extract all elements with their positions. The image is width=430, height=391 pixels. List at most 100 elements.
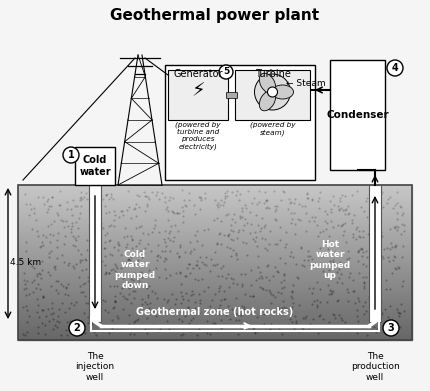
Bar bbox=[18, 253, 412, 255]
Text: (powered by
turbine and
produces
electricity): (powered by turbine and produces electri… bbox=[175, 122, 221, 150]
Bar bbox=[18, 185, 412, 340]
Bar bbox=[18, 290, 412, 292]
Bar bbox=[18, 294, 412, 296]
Bar bbox=[18, 204, 412, 206]
Bar bbox=[18, 326, 412, 328]
Bar bbox=[18, 256, 412, 258]
Bar bbox=[18, 237, 412, 239]
Bar bbox=[18, 210, 412, 212]
Bar bbox=[18, 311, 412, 313]
Circle shape bbox=[219, 65, 233, 79]
Bar bbox=[18, 230, 412, 231]
Text: Condenser: Condenser bbox=[326, 110, 389, 120]
Bar bbox=[18, 224, 412, 226]
Bar bbox=[18, 321, 412, 323]
Text: ⚡: ⚡ bbox=[191, 81, 205, 100]
Bar bbox=[18, 338, 412, 340]
Bar bbox=[235, 70, 310, 120]
Bar bbox=[168, 70, 228, 120]
Bar bbox=[18, 328, 412, 330]
Bar bbox=[18, 258, 412, 260]
Bar bbox=[18, 233, 412, 235]
Bar bbox=[89, 185, 101, 322]
Circle shape bbox=[69, 320, 85, 336]
Bar bbox=[18, 264, 412, 266]
Bar bbox=[18, 195, 412, 197]
Bar bbox=[18, 218, 412, 220]
Text: 5: 5 bbox=[223, 68, 229, 77]
Bar bbox=[18, 317, 412, 319]
Circle shape bbox=[387, 60, 403, 76]
Bar bbox=[75, 147, 115, 185]
Bar bbox=[18, 305, 412, 307]
Bar bbox=[18, 319, 412, 321]
Bar bbox=[18, 280, 412, 282]
Bar bbox=[18, 191, 412, 193]
Bar bbox=[18, 235, 412, 237]
Bar bbox=[18, 222, 412, 224]
Bar bbox=[18, 334, 412, 336]
Ellipse shape bbox=[259, 73, 276, 93]
Text: Cold
water: Cold water bbox=[79, 155, 111, 177]
Bar bbox=[18, 298, 412, 300]
Bar bbox=[18, 284, 412, 286]
Text: Hot
water
pumped
up: Hot water pumped up bbox=[310, 240, 350, 280]
Bar bbox=[18, 288, 412, 290]
Bar bbox=[18, 332, 412, 334]
Bar bbox=[165, 65, 315, 180]
Bar bbox=[18, 208, 412, 210]
Bar bbox=[18, 274, 412, 276]
Bar bbox=[18, 307, 412, 309]
Bar bbox=[18, 187, 412, 189]
Bar bbox=[18, 315, 412, 317]
Text: 4.5 km: 4.5 km bbox=[10, 258, 41, 267]
Bar bbox=[18, 325, 412, 326]
Bar bbox=[18, 278, 412, 280]
Text: 1: 1 bbox=[68, 150, 74, 160]
Bar bbox=[18, 203, 412, 204]
Bar bbox=[18, 249, 412, 251]
Bar bbox=[18, 245, 412, 247]
Bar bbox=[18, 251, 412, 253]
Bar bbox=[18, 313, 412, 315]
Bar bbox=[18, 323, 412, 325]
Bar bbox=[18, 247, 412, 249]
Text: 4: 4 bbox=[392, 63, 398, 73]
Bar bbox=[18, 330, 412, 332]
Bar bbox=[18, 216, 412, 218]
Bar bbox=[18, 292, 412, 294]
Circle shape bbox=[267, 87, 277, 97]
Bar bbox=[18, 262, 412, 264]
Circle shape bbox=[255, 74, 291, 110]
Bar bbox=[18, 309, 412, 311]
Bar bbox=[18, 286, 412, 288]
Text: Turbine: Turbine bbox=[255, 69, 290, 79]
Text: (powered by
steam): (powered by steam) bbox=[250, 122, 295, 136]
Bar bbox=[18, 272, 412, 274]
Bar bbox=[18, 300, 412, 301]
Bar bbox=[18, 268, 412, 270]
Bar bbox=[18, 239, 412, 241]
Bar bbox=[18, 212, 412, 214]
Bar bbox=[18, 336, 412, 338]
Bar bbox=[330, 60, 385, 170]
Bar bbox=[18, 197, 412, 199]
Text: 2: 2 bbox=[74, 323, 80, 333]
Ellipse shape bbox=[271, 85, 294, 99]
Bar bbox=[18, 243, 412, 245]
Bar bbox=[18, 266, 412, 268]
Bar bbox=[18, 260, 412, 262]
Text: Geothermal zone (hot rocks): Geothermal zone (hot rocks) bbox=[136, 307, 294, 317]
Bar bbox=[18, 220, 412, 222]
Bar bbox=[18, 193, 412, 195]
Bar bbox=[18, 201, 412, 203]
Text: Geothermal power plant: Geothermal power plant bbox=[111, 8, 319, 23]
Bar bbox=[18, 189, 412, 191]
Bar bbox=[18, 301, 412, 303]
Bar bbox=[18, 214, 412, 216]
Bar bbox=[18, 185, 412, 187]
Text: The
production
well: The production well bbox=[350, 352, 399, 382]
Text: 3: 3 bbox=[387, 323, 394, 333]
Bar bbox=[18, 226, 412, 228]
Bar bbox=[18, 276, 412, 278]
